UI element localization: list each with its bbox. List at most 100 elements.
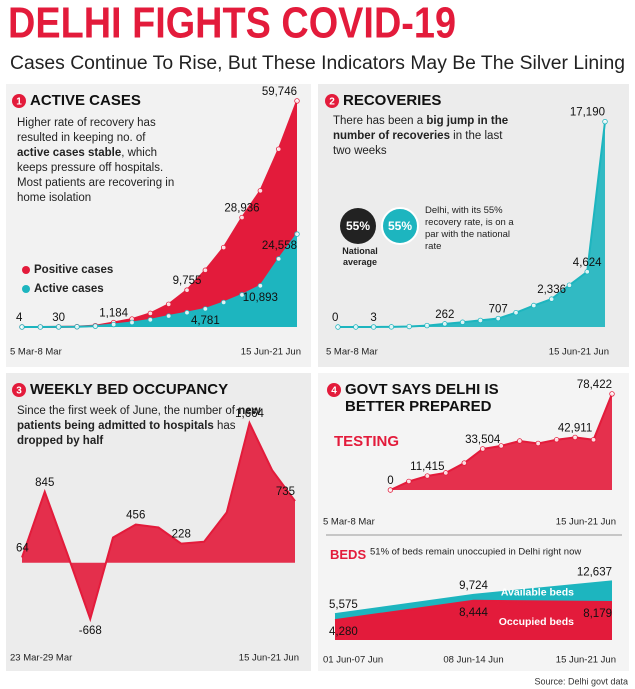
national-label-box: National average — [342, 246, 378, 267]
panel-subtitle: TESTING — [334, 433, 399, 450]
marker — [202, 267, 209, 273]
value-label: 28,936 — [224, 203, 259, 215]
marker — [165, 313, 172, 319]
value-label: 707 — [489, 304, 508, 316]
marker — [498, 443, 504, 449]
marker — [443, 470, 449, 476]
marker — [531, 302, 537, 309]
value-label: 0 — [387, 475, 393, 487]
area — [22, 100, 297, 327]
x-tick-label: 08 Jun-14 Jun — [443, 655, 503, 666]
marker — [553, 437, 560, 443]
marker — [584, 269, 590, 275]
x-tick-label: 15 Jun-21 Jun — [556, 517, 616, 528]
value-label: 42,911 — [558, 422, 592, 434]
value-label: 64 — [16, 542, 29, 554]
rate-note: Delhi, with its 55% recovery rate, is on… — [425, 205, 514, 252]
description-part: in the last two weeks — [333, 130, 503, 157]
value-label: 8,444 — [459, 607, 488, 619]
value-label: 11,415 — [410, 461, 444, 473]
badge-number: 3 — [16, 386, 22, 397]
value-label: 8,179 — [583, 608, 612, 620]
marker — [424, 473, 431, 479]
panel-title-box: RECOVERIES — [343, 92, 442, 109]
value-label: 24,558 — [262, 240, 297, 252]
line — [21, 233, 298, 328]
line — [334, 599, 613, 622]
marker — [202, 306, 209, 312]
rate-label: 55% — [346, 219, 370, 233]
value-label: 262 — [435, 309, 454, 321]
x-tick-label: 5 Mar-8 Mar — [10, 347, 62, 358]
marker — [257, 188, 264, 194]
marker — [370, 324, 377, 330]
x-tick-label: 5 Mar-8 Mar — [326, 347, 378, 358]
line — [334, 580, 613, 616]
description: Higher rate of recovery has resulted in … — [17, 117, 175, 204]
marker — [165, 301, 172, 307]
marker — [495, 315, 501, 322]
value-label: 59,746 — [262, 86, 297, 98]
x-tick-label: 01 Jun-07 Jun — [323, 655, 383, 666]
marker — [110, 321, 117, 328]
marker — [406, 323, 412, 330]
value-label: 735 — [276, 486, 295, 498]
panel-title-box: GOVT SAYS DELHI IS BETTER PREPARED — [345, 381, 499, 415]
legend-swatch — [22, 266, 30, 274]
line — [337, 121, 606, 328]
marker — [513, 309, 519, 316]
marker — [184, 309, 190, 316]
marker — [590, 437, 597, 443]
area — [22, 423, 295, 619]
page-subtitle: Cases Continue To Rise, But These Indica… — [10, 53, 625, 74]
badge-number: 1 — [16, 97, 22, 108]
value-label: 10,893 — [243, 292, 278, 304]
marker — [572, 434, 578, 441]
area — [390, 393, 612, 490]
marker — [406, 478, 412, 485]
marker — [480, 446, 486, 452]
badge — [12, 383, 26, 397]
marker — [516, 438, 523, 444]
value-label: 845 — [35, 477, 54, 489]
marker — [609, 391, 615, 397]
marker — [459, 319, 466, 325]
marker — [442, 321, 448, 327]
badge — [327, 383, 341, 397]
panel-title: BEDS — [330, 547, 366, 562]
marker — [566, 282, 573, 288]
source: Source: Delhi govt data — [534, 676, 628, 686]
description-part: , which keeps pressure off hospitals. Mo… — [17, 147, 175, 204]
value-label: 2,336 — [537, 284, 566, 296]
marker — [74, 324, 80, 330]
description: Since the first week of June, the number… — [17, 405, 261, 447]
value-label: 456 — [126, 510, 145, 522]
marker — [184, 287, 190, 293]
rate-note-box: Delhi, with its 55% recovery rate, is on… — [425, 205, 514, 252]
marker — [548, 296, 555, 302]
marker — [239, 292, 245, 298]
description: There has been a big jump in the number … — [333, 115, 508, 157]
description-part: has — [213, 420, 236, 432]
value-label: 78,422 — [577, 379, 612, 391]
marker — [477, 317, 484, 324]
marker — [257, 283, 264, 289]
badge — [12, 94, 26, 108]
marker — [147, 310, 154, 317]
value-label: 30 — [52, 312, 65, 324]
marker — [275, 146, 282, 152]
marker — [602, 118, 608, 125]
value-label: 17,190 — [570, 107, 605, 119]
description-part: Higher rate of recovery has resulted in … — [17, 117, 156, 144]
marker — [239, 214, 245, 221]
rate-circle — [340, 208, 376, 244]
marker — [353, 324, 359, 330]
description-part: dropped by half — [17, 435, 104, 447]
marker — [294, 98, 300, 104]
description-part: new patients being admitted to hospitals — [17, 405, 261, 432]
marker — [424, 322, 430, 329]
page-title: DELHI FIGHTS COVID-19 — [8, 0, 456, 48]
panel-title: GOVT SAYS DELHI IS BETTER PREPARED — [345, 381, 499, 415]
national-label: National average — [342, 246, 378, 267]
